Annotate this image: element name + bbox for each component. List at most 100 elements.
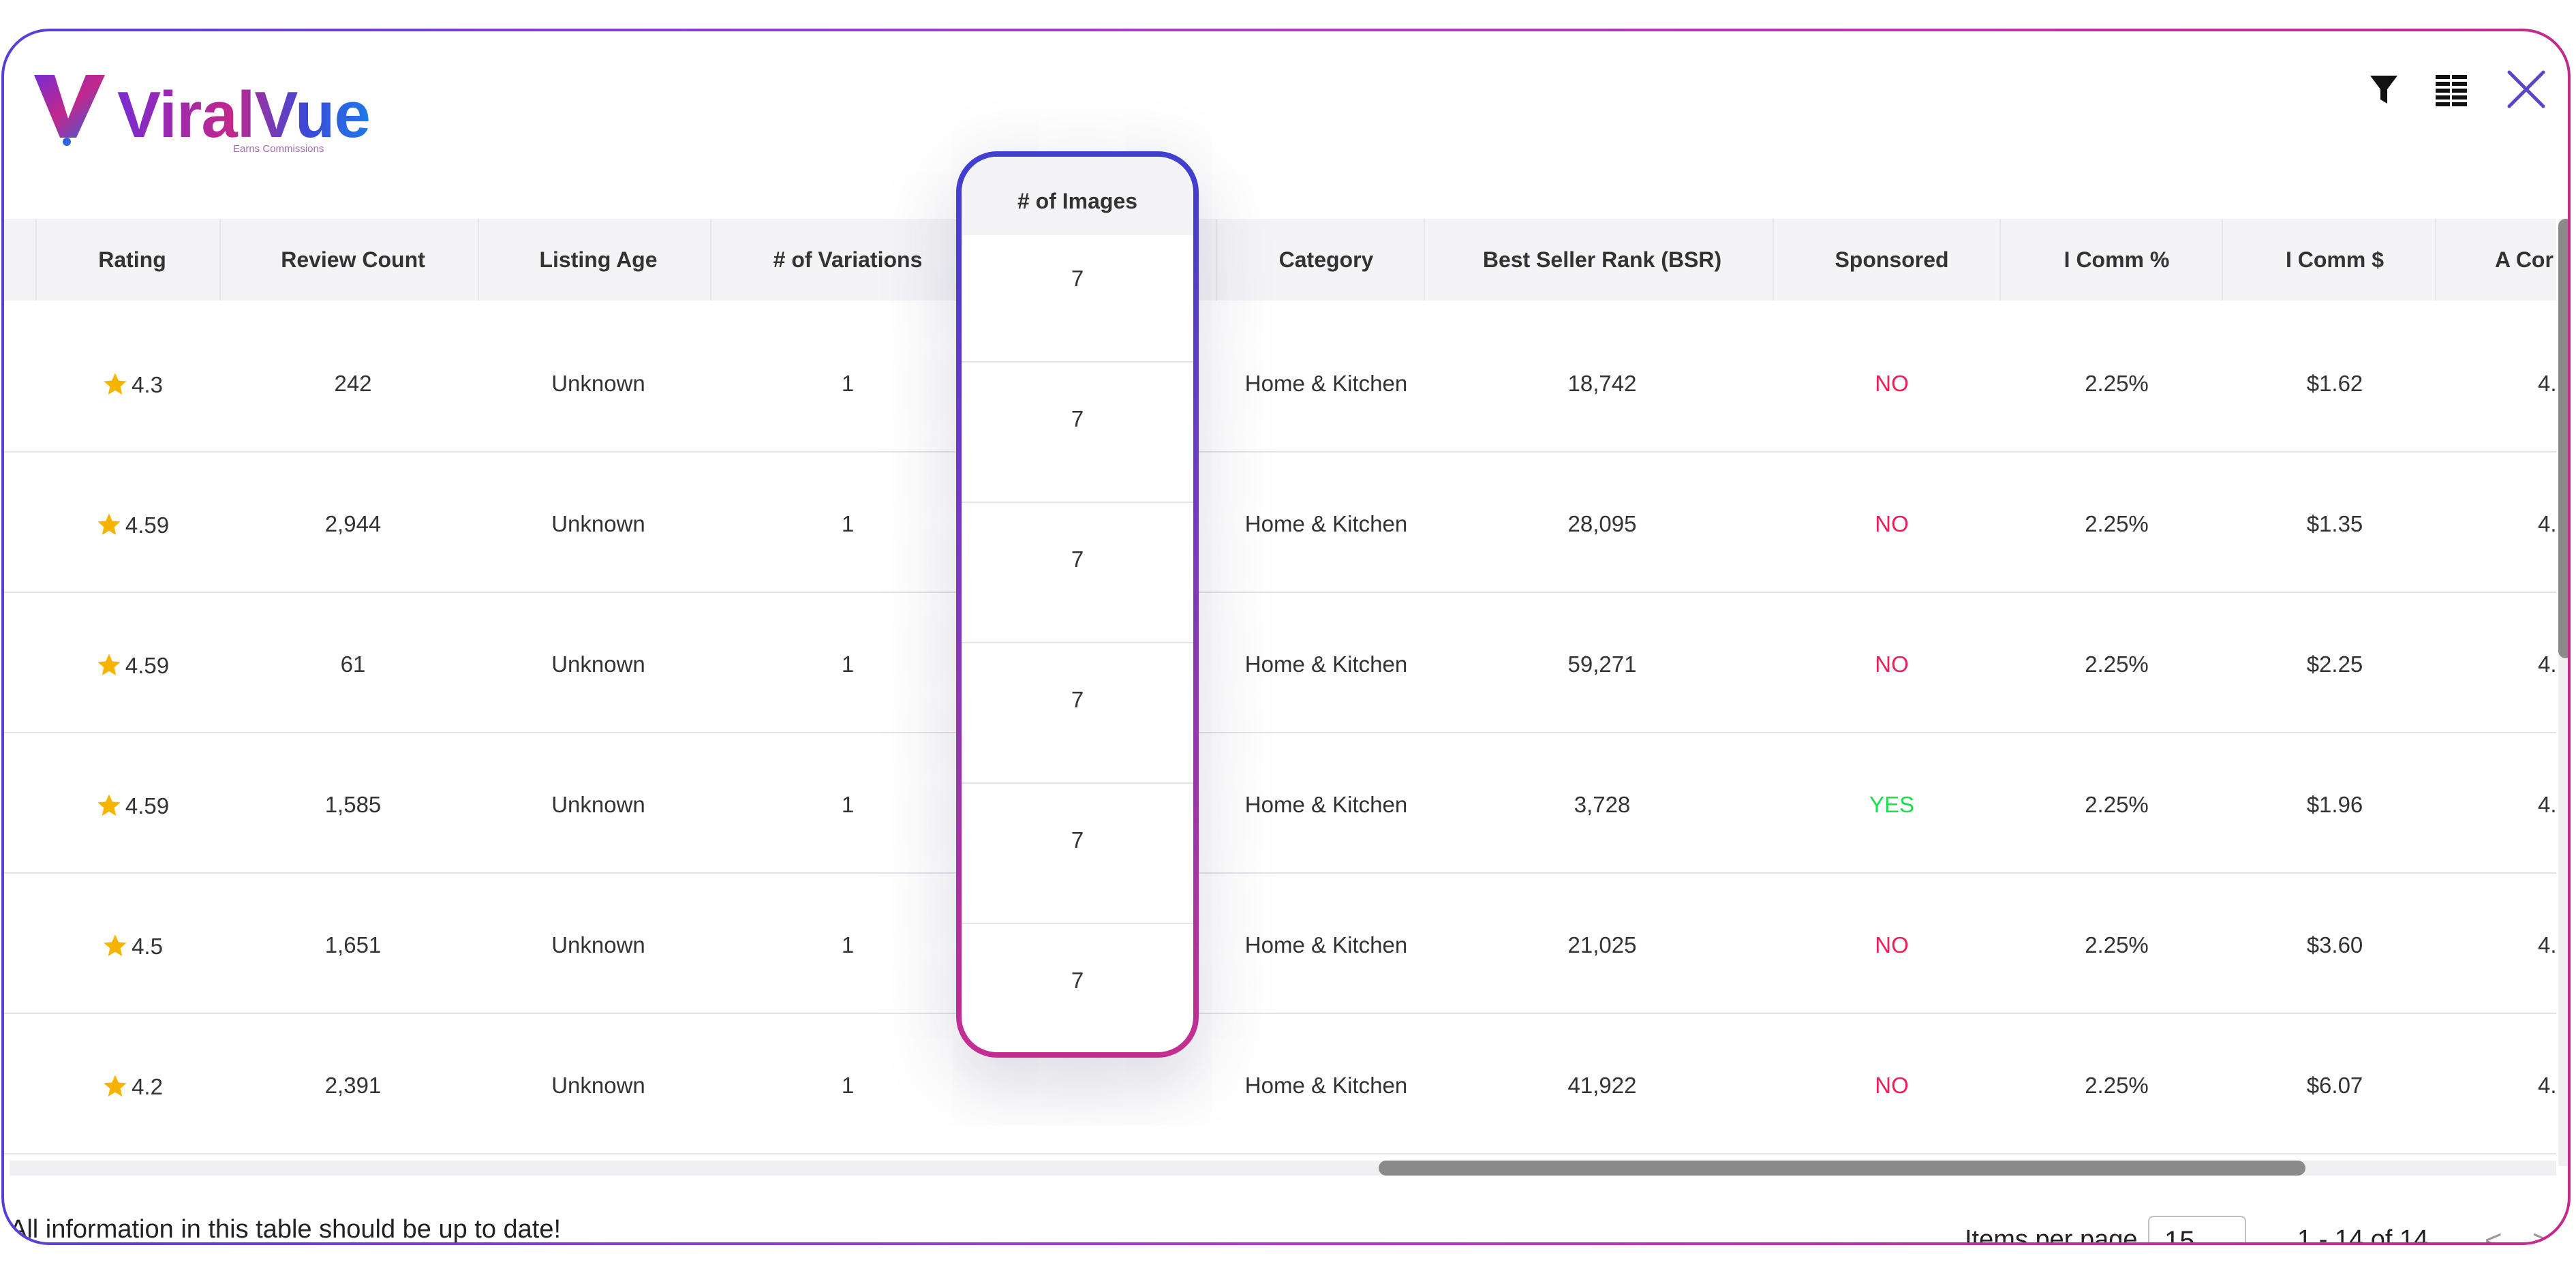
cell-age: Unknown — [551, 932, 645, 957]
column-separator[interactable] — [710, 219, 711, 301]
cell-sponsored: YES — [1869, 792, 1915, 817]
row-divider — [962, 361, 1193, 363]
cell-age: Unknown — [551, 792, 645, 817]
cell-bsr: 28,095 — [1567, 511, 1637, 536]
column-separator[interactable] — [478, 219, 479, 301]
rating-value: 4.59 — [125, 653, 170, 678]
star-icon — [104, 373, 127, 395]
column-header-listing-age[interactable]: Listing Age — [539, 247, 658, 272]
cell-images: 7 — [1071, 547, 1084, 572]
cell-bsr: 41,922 — [1567, 1073, 1637, 1098]
column-separator[interactable] — [1773, 219, 1774, 301]
logo: ViralVue Earns Commissions — [29, 53, 371, 169]
cell-variations: 1 — [841, 1073, 855, 1098]
next-page-button[interactable]: > — [2532, 1224, 2550, 1242]
row-divider — [962, 642, 1193, 643]
column-header-of-variations[interactable]: # of Variations — [773, 247, 923, 272]
cell-acomm: 4.5 — [2538, 792, 2556, 817]
cell-rating: 4.59 — [4, 511, 269, 538]
cell-icomm_pct: 2.25% — [2085, 792, 2149, 817]
star-icon — [97, 794, 121, 816]
column-separator[interactable] — [2222, 219, 2223, 301]
row-divider — [962, 923, 1193, 924]
column-header-rating[interactable]: Rating — [98, 247, 166, 272]
logo-text: ViralVue — [117, 78, 371, 151]
cell-reviews: 2,391 — [324, 1073, 382, 1098]
column-separator[interactable] — [35, 219, 37, 301]
cell-category: Home & Kitchen — [1244, 371, 1408, 396]
column-header-category[interactable]: Category — [1278, 247, 1374, 272]
close-icon[interactable] — [2506, 70, 2546, 109]
cell-age: Unknown — [551, 371, 645, 396]
cell-category: Home & Kitchen — [1244, 1073, 1408, 1098]
cell-acomm: 4.5 — [2538, 371, 2556, 396]
cell-variations: 1 — [841, 651, 855, 677]
cell-images: 7 — [1071, 968, 1084, 993]
row-divider — [4, 872, 2556, 874]
cell-icomm_usd: $3.60 — [2306, 932, 2363, 957]
column-header-i-comm[interactable]: I Comm $ — [2285, 247, 2385, 272]
items-per-page-select[interactable]: 15 ⌄ — [2148, 1216, 2246, 1242]
horizontal-scrollbar-thumb[interactable] — [1379, 1161, 2305, 1176]
row-divider — [4, 451, 2556, 453]
data-table: Rating Review Count Listing Age # of Variat… — [4, 191, 2556, 1166]
column-separator[interactable] — [1216, 219, 1217, 301]
rating-value: 4.5 — [132, 934, 163, 959]
column-header-review-count[interactable]: Review Count — [281, 247, 425, 272]
pagination-range: 1 - 14 of 14 — [2297, 1225, 2429, 1242]
cell-variations: 1 — [841, 932, 855, 957]
row-divider — [4, 1153, 2556, 1154]
column-separator[interactable] — [2435, 219, 2436, 301]
column-separator[interactable] — [219, 219, 221, 301]
rating-value: 4.3 — [132, 372, 163, 397]
cell-acomm: 4.5 — [2538, 932, 2556, 957]
cell-icomm_pct: 2.25% — [2085, 511, 2149, 536]
cell-images: 7 — [1071, 266, 1084, 291]
cell-sponsored: NO — [1875, 371, 1909, 396]
cell-acomm: 4.5 — [2538, 511, 2556, 536]
column-header-i-comm[interactable]: I Comm % — [2064, 247, 2170, 272]
star-icon — [97, 654, 121, 675]
row-divider — [4, 1013, 2556, 1014]
cell-sponsored: NO — [1875, 1073, 1909, 1098]
cell-sponsored: NO — [1875, 511, 1909, 536]
column-header-sponsored[interactable]: Sponsored — [1835, 247, 1949, 272]
star-icon — [97, 513, 121, 535]
chevron-down-icon: ⌄ — [2215, 1231, 2233, 1242]
cell-rating: 4.59 — [4, 792, 269, 819]
highlighted-column-inner: # of Images 7 7 7 7 7 7 — [962, 157, 1193, 1052]
table-header — [4, 219, 2556, 301]
previous-page-button[interactable]: < — [2485, 1224, 2502, 1242]
vertical-scrollbar-thumb[interactable] — [2558, 219, 2568, 658]
star-icon — [104, 1075, 127, 1097]
filter-icon[interactable] — [2369, 74, 2399, 108]
rating-value: 4.59 — [125, 793, 170, 818]
column-header-images[interactable]: # of Images — [962, 157, 1193, 235]
cell-acomm: 4.5 — [2538, 651, 2556, 677]
cell-bsr: 59,271 — [1567, 651, 1637, 677]
footer-note: All information in this table should be … — [10, 1215, 562, 1242]
row-divider — [4, 592, 2556, 593]
cell-reviews: 1,585 — [324, 792, 382, 817]
columns-icon[interactable] — [2434, 72, 2468, 108]
cell-acomm: 4.5 — [2538, 1073, 2556, 1098]
modal-frame: ViralVue Earns Commissions Rating Review … — [1, 29, 2571, 1245]
column-separator[interactable] — [1424, 219, 1425, 301]
cell-rating: 4.3 — [4, 371, 269, 398]
column-separator[interactable] — [1999, 219, 2001, 301]
row-divider — [4, 732, 2556, 733]
highlighted-column-images: # of Images 7 7 7 7 7 7 — [956, 151, 1199, 1058]
cell-variations: 1 — [841, 371, 855, 396]
rating-value: 4.2 — [132, 1074, 163, 1099]
cell-category: Home & Kitchen — [1244, 651, 1408, 677]
cell-rating: 4.2 — [4, 1073, 269, 1100]
row-divider — [962, 502, 1193, 503]
cell-icomm_pct: 2.25% — [2085, 932, 2149, 957]
cell-age: Unknown — [551, 651, 645, 677]
cell-reviews: 1,651 — [324, 932, 382, 957]
cell-reviews: 2,944 — [324, 511, 382, 536]
cell-reviews: 61 — [340, 651, 366, 677]
column-header-best-seller-rank-bsr[interactable]: Best Seller Rank (BSR) — [1482, 247, 1722, 272]
column-header-a-cor[interactable]: A Cor — [2495, 247, 2554, 272]
cell-rating: 4.59 — [4, 651, 269, 679]
